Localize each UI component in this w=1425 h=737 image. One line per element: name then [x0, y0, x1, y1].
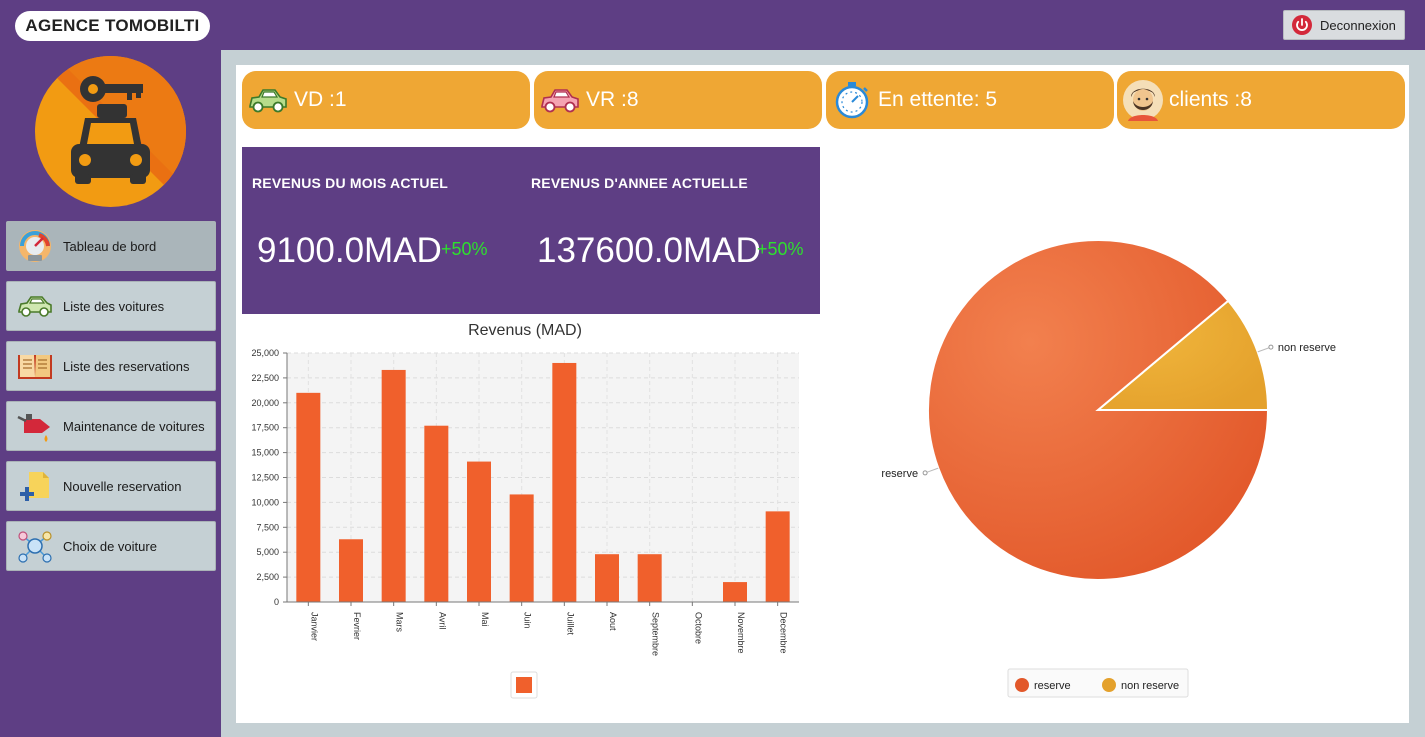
reservation-pie-chart: non reserve reserve reserve non reserve — [881, 239, 1336, 698]
sidebar-item-label: Liste des reservations — [63, 358, 190, 374]
year-revenue-label: REVENUS D'ANNEE ACTUELLE — [531, 175, 748, 191]
pie-leader-dot — [1268, 344, 1274, 350]
year-revenue-amount: 137600.0MAD — [537, 231, 761, 270]
y-tick-label: 10,000 — [251, 497, 279, 507]
speedometer-icon — [19, 230, 51, 262]
stat-card-vr: VR :8 — [534, 71, 822, 129]
brand-title: AGENCE TOMOBILTI — [15, 11, 210, 41]
sidebar-item-reservations[interactable]: Liste des reservations — [6, 341, 216, 391]
bar-mai — [467, 461, 491, 602]
x-tick-label: Septembre — [651, 612, 661, 656]
bar-aout — [595, 554, 619, 602]
sidebar-item-maintenance[interactable]: Maintenance de voitures — [6, 401, 216, 451]
year-revenue-change: +50% — [757, 239, 804, 259]
stat-label: VR :8 — [586, 88, 639, 111]
stat-card-pending: En ettente: 5 — [826, 71, 1114, 129]
agency-logo — [35, 56, 186, 207]
network-icon — [18, 531, 52, 563]
x-tick-label: Novembre — [736, 612, 746, 654]
book-icon — [18, 355, 52, 379]
month-revenue-change: +50% — [441, 239, 488, 259]
logout-label: Deconnexion — [1320, 17, 1396, 33]
sidebar-item-label: Tableau de bord — [63, 238, 157, 254]
y-tick-label: 7,500 — [256, 522, 279, 532]
y-tick-label: 17,500 — [251, 423, 279, 433]
logout-button[interactable]: Deconnexion — [1283, 10, 1405, 40]
x-tick-label: Juillet — [565, 612, 575, 636]
bar-mars — [381, 369, 406, 602]
pie-legend-swatch — [1015, 678, 1029, 692]
bar-janvier — [296, 392, 321, 602]
y-tick-label: 0 — [274, 597, 279, 607]
month-revenue-amount: 9100.0MAD — [257, 231, 442, 270]
pie-slice-non-reserve — [1095, 299, 1270, 411]
green-car-icon — [249, 89, 287, 113]
pie-label: non reserve — [1278, 342, 1336, 354]
sidebar-item-label: Choix de voiture — [63, 538, 157, 554]
stat-label: VD :1 — [294, 88, 347, 111]
stat-card-clients: clients :8 — [1117, 71, 1405, 129]
pie-label: reserve — [881, 468, 918, 480]
client-avatar-icon — [1123, 80, 1163, 121]
x-tick-label: Aout — [608, 612, 618, 631]
x-tick-label: Decembre — [779, 612, 789, 654]
revenue-bar-chart: 0 2,500 5,000 7,500 10,000 12,500 15,000 17,500… — [251, 348, 799, 699]
power-icon — [1292, 15, 1312, 35]
bar-novembre — [723, 582, 747, 602]
sidebar-item-car-choice[interactable]: Choix de voiture — [6, 521, 216, 571]
bar-juillet — [552, 362, 577, 602]
y-tick-label: 5,000 — [256, 547, 279, 557]
pie-legend-label: reserve — [1034, 680, 1071, 692]
add-document-icon — [20, 472, 49, 501]
stopwatch-icon — [835, 82, 869, 119]
bar-septembre — [637, 554, 662, 602]
oil-can-icon — [17, 414, 50, 442]
y-tick-label: 25,000 — [251, 348, 279, 358]
sidebar-item-cars[interactable]: Liste des voitures — [6, 281, 216, 331]
x-tick-label: Juin — [523, 612, 533, 629]
stat-label: clients :8 — [1169, 88, 1252, 111]
pie-slice-reserve — [927, 239, 1270, 581]
y-tick-label: 20,000 — [251, 398, 279, 408]
x-tick-label: Fevrier — [352, 612, 362, 640]
sidebar-item-dashboard[interactable]: Tableau de bord — [6, 221, 216, 271]
bar-legend-swatch — [516, 677, 532, 693]
bar-decembre — [765, 511, 790, 602]
x-tick-label: Octobre — [693, 612, 703, 644]
sidebar-item-label: Nouvelle reservation — [63, 478, 182, 494]
stat-label: En ettente: 5 — [878, 88, 998, 111]
bar-avril — [424, 425, 449, 602]
x-tick-label: Janvier — [309, 612, 319, 641]
bar-juin — [509, 494, 534, 602]
pie-leader-dot — [922, 470, 928, 476]
pie-legend-box — [1007, 668, 1189, 698]
y-tick-label: 22,500 — [251, 373, 279, 383]
month-revenue-label: REVENUS DU MOIS ACTUEL — [252, 175, 449, 191]
x-tick-label: Mars — [395, 612, 405, 632]
y-tick-label: 12,500 — [251, 473, 279, 483]
x-tick-label: Avril — [437, 612, 447, 629]
y-tick-label: 15,000 — [251, 448, 279, 458]
revenue-panel: REVENUS DU MOIS ACTUEL 9100.0MAD +50% RE… — [242, 147, 820, 314]
bar-fevrier — [339, 539, 363, 602]
sidebar-item-new-reservation[interactable]: Nouvelle reservation — [6, 461, 216, 511]
stat-card-vd: VD :1 — [242, 71, 530, 129]
sidebar-item-label: Liste des voitures — [63, 298, 165, 314]
pie-legend-swatch — [1102, 678, 1116, 692]
pink-car-icon — [541, 89, 579, 113]
sidebar-item-label: Maintenance de voitures — [63, 418, 205, 434]
x-tick-label: Mai — [480, 612, 490, 627]
car-icon — [18, 296, 52, 317]
bar-chart-title: Revenus (MAD) — [468, 322, 582, 339]
pie-legend-label: non reserve — [1121, 680, 1179, 692]
y-tick-label: 2,500 — [256, 572, 279, 582]
